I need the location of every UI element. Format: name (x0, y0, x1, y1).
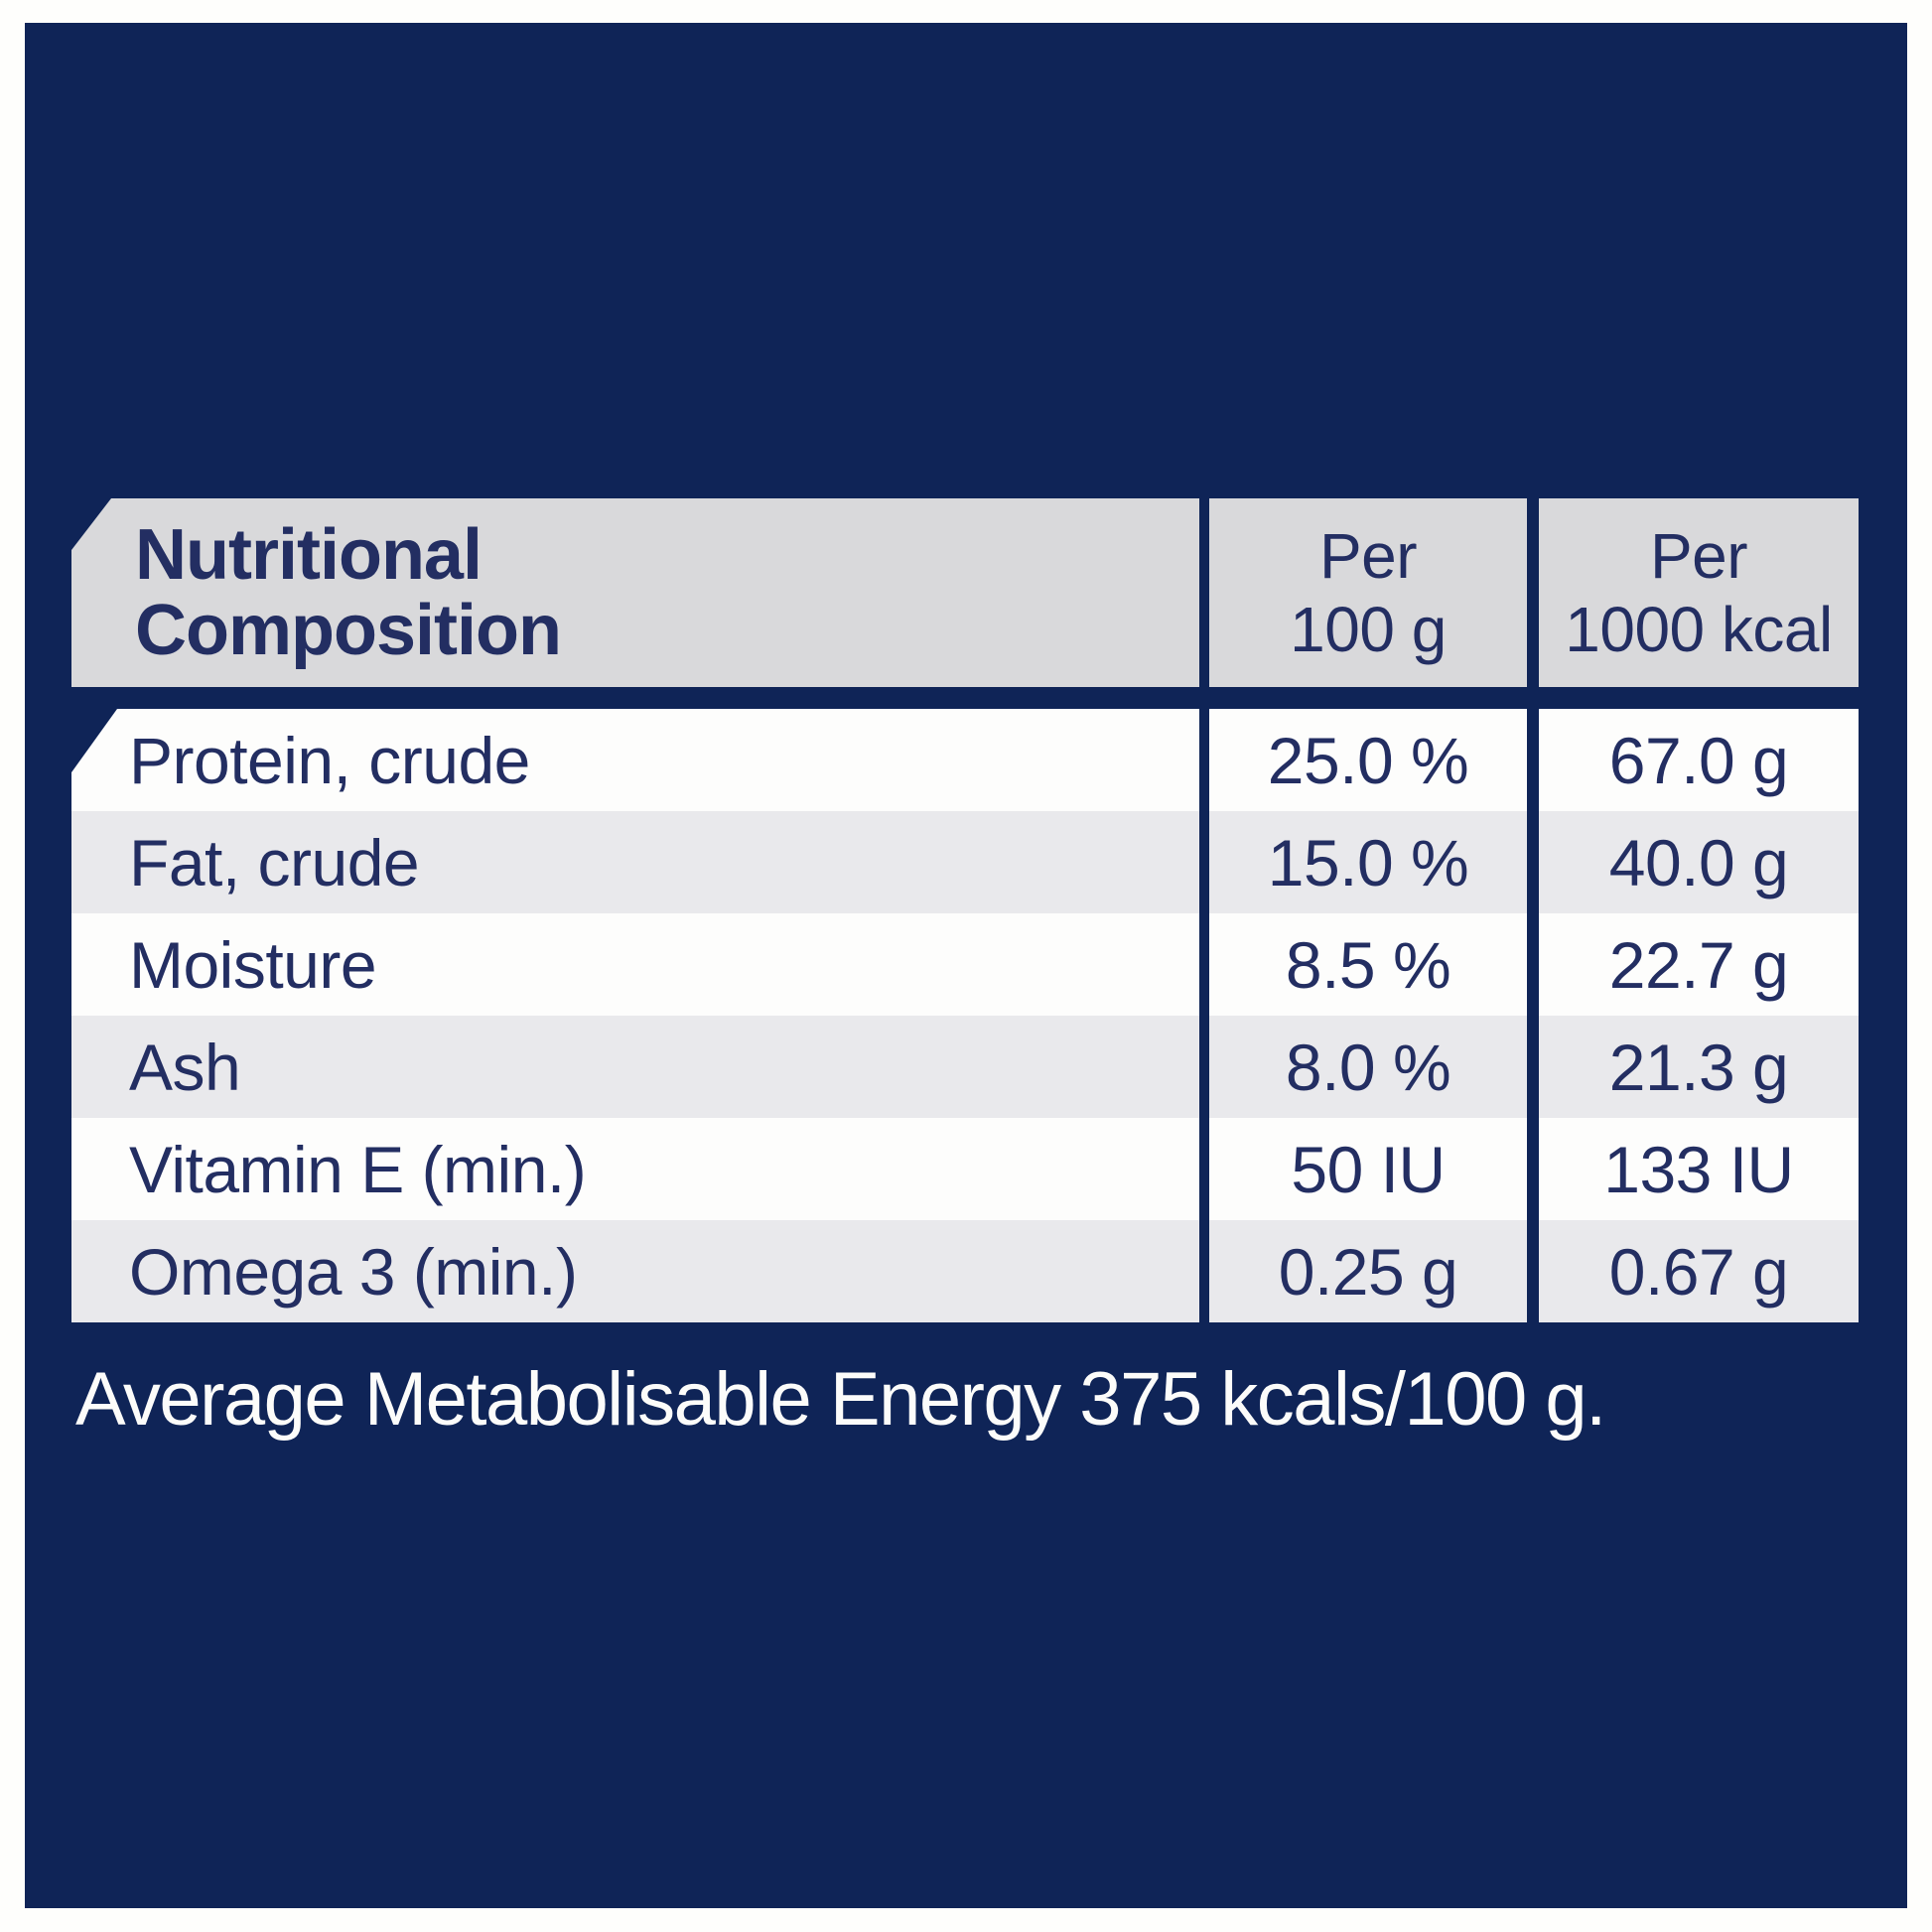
table-title-line1: Nutritional (135, 515, 483, 595)
table-row-moisture: Moisture 8.5 % 22.7 g (71, 913, 1859, 1016)
nutrient-label-cell: Vitamin E (min.) (71, 1118, 1199, 1220)
per-1000kcal-value-cell: 40.0 g (1539, 811, 1859, 913)
nutrient-label-cell: Fat, crude (71, 811, 1199, 913)
per-1000kcal-value: 22.7 g (1608, 927, 1789, 1002)
per-1000kcal-line2: 1000 kcal (1565, 594, 1833, 665)
per-100g-value-cell: 50 IU (1209, 1118, 1527, 1220)
table-body: Protein, crude 25.0 % 67.0 g Fat, crude … (71, 709, 1859, 1322)
per-1000kcal-value: 21.3 g (1608, 1030, 1789, 1104)
nutrient-label: Moisture (129, 927, 377, 1002)
per-100g-value-cell: 0.25 g (1209, 1220, 1527, 1322)
navy-panel: Nutritional Composition Per 100 g Per 10… (25, 23, 1907, 1908)
nutrient-label: Protein, crude (129, 723, 530, 797)
per-100g-value: 8.5 % (1285, 927, 1451, 1002)
nutrient-label: Ash (129, 1030, 241, 1104)
per-100g-value: 50 IU (1291, 1132, 1446, 1206)
table-row-vitamin-e: Vitamin E (min.) 50 IU 133 IU (71, 1118, 1859, 1220)
metabolisable-energy-note: Average Metabolisable Energy 375 kcals/1… (75, 1357, 1606, 1442)
per-100g-value-cell: 8.5 % (1209, 913, 1527, 1016)
nutrient-label: Fat, crude (129, 825, 420, 899)
per-100g-line2: 100 g (1290, 594, 1447, 665)
per-1000kcal-value: 40.0 g (1608, 825, 1789, 899)
per-100g-value: 0.25 g (1278, 1234, 1458, 1309)
nutrient-label: Vitamin E (min.) (129, 1132, 587, 1206)
table-header-row: Nutritional Composition Per 100 g Per 10… (71, 498, 1859, 687)
per-1000kcal-value: 0.67 g (1608, 1234, 1789, 1309)
table-row-protein: Protein, crude 25.0 % 67.0 g (71, 709, 1859, 811)
table-title-cell: Nutritional Composition (71, 498, 1199, 687)
per-1000kcal-value-cell: 0.67 g (1539, 1220, 1859, 1322)
per-1000kcal-value-cell: 22.7 g (1539, 913, 1859, 1016)
per-100g-value: 15.0 % (1267, 825, 1469, 899)
per-100g-value-cell: 25.0 % (1209, 709, 1527, 811)
per-1000kcal-value-cell: 133 IU (1539, 1118, 1859, 1220)
per-100g-value: 25.0 % (1267, 723, 1469, 797)
per-100g-line1: Per (1318, 520, 1418, 592)
nutrient-label-cell: Protein, crude (71, 709, 1199, 811)
per-100g-value-cell: 8.0 % (1209, 1016, 1527, 1118)
nutrient-label-cell: Ash (71, 1016, 1199, 1118)
per-1000kcal-value: 133 IU (1603, 1132, 1794, 1206)
per-1000kcal-value-cell: 67.0 g (1539, 709, 1859, 811)
column-header-per-1000kcal: Per 1000 kcal (1539, 498, 1859, 687)
per-1000kcal-value-cell: 21.3 g (1539, 1016, 1859, 1118)
table-title-line2: Composition (135, 591, 562, 670)
column-header-per-100g: Per 100 g (1209, 498, 1527, 687)
nutrient-label-cell: Omega 3 (min.) (71, 1220, 1199, 1322)
table-row-ash: Ash 8.0 % 21.3 g (71, 1016, 1859, 1118)
per-100g-value: 8.0 % (1285, 1030, 1451, 1104)
table-row-omega-3: Omega 3 (min.) 0.25 g 0.67 g (71, 1220, 1859, 1322)
per-100g-value-cell: 15.0 % (1209, 811, 1527, 913)
table-row-fat: Fat, crude 15.0 % 40.0 g (71, 811, 1859, 913)
per-1000kcal-value: 67.0 g (1608, 723, 1789, 797)
nutrient-label: Omega 3 (min.) (129, 1234, 578, 1309)
nutrient-label-cell: Moisture (71, 913, 1199, 1016)
per-1000kcal-line1: Per (1649, 520, 1748, 592)
